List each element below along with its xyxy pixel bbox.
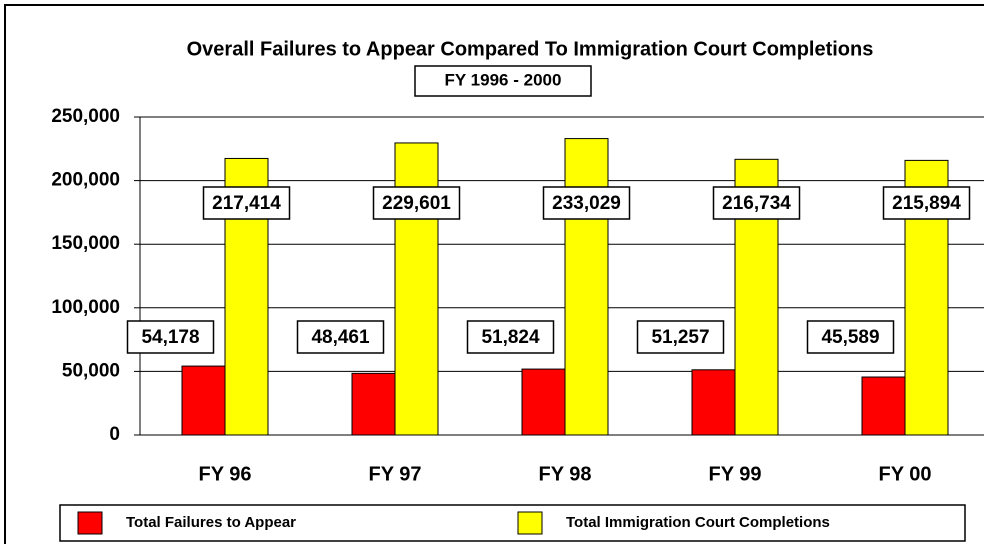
legend-swatch (517, 511, 543, 535)
legend-swatch (77, 511, 103, 535)
y-tick-label: 250,000 (51, 106, 120, 127)
x-tick-label: FY 97 (369, 463, 422, 485)
legend-label: Total Failures to Appear (126, 514, 296, 531)
value-label-box (806, 320, 895, 354)
legend-label: Total Immigration Court Completions (566, 514, 830, 531)
value-label-box (466, 320, 555, 354)
x-tick-label: FY 00 (879, 463, 932, 485)
value-label: 51,824 (481, 327, 540, 348)
value-label-box (712, 186, 801, 220)
value-label: 215,894 (892, 193, 961, 214)
value-label-box (542, 186, 631, 220)
bar (521, 368, 566, 436)
value-label-box (126, 320, 215, 354)
y-tick-label: 200,000 (51, 170, 120, 191)
legend-box (59, 504, 966, 542)
value-label: 51,257 (651, 327, 709, 348)
value-label: 233,029 (552, 193, 621, 214)
value-label: 217,414 (212, 193, 281, 214)
bar (861, 376, 906, 436)
value-label-box (882, 186, 971, 220)
value-label-box (636, 320, 725, 354)
value-label: 45,589 (821, 327, 879, 348)
chart-subtitle: FY 1996 - 2000 (445, 70, 562, 89)
y-tick-label: 150,000 (51, 233, 120, 254)
value-label: 48,461 (311, 327, 370, 348)
value-label-box (202, 186, 291, 220)
value-label: 216,734 (722, 193, 791, 214)
bar (351, 372, 396, 436)
chart-border (4, 4, 984, 544)
value-label-box (372, 186, 461, 220)
value-label: 229,601 (382, 193, 451, 214)
x-tick-label: FY 99 (709, 463, 762, 485)
subtitle-box (414, 65, 592, 97)
value-label-box (296, 320, 385, 354)
bar (181, 365, 226, 436)
bar (691, 369, 736, 436)
y-tick-label: 50,000 (62, 360, 120, 381)
y-tick-label: 0 (109, 424, 120, 445)
bar (564, 138, 609, 436)
x-tick-label: FY 98 (539, 463, 592, 485)
x-tick-label: FY 96 (199, 463, 252, 485)
y-tick-label: 100,000 (51, 297, 120, 318)
chart-title: Overall Failures to Appear Compared To I… (187, 38, 874, 60)
value-label: 54,178 (141, 327, 199, 348)
